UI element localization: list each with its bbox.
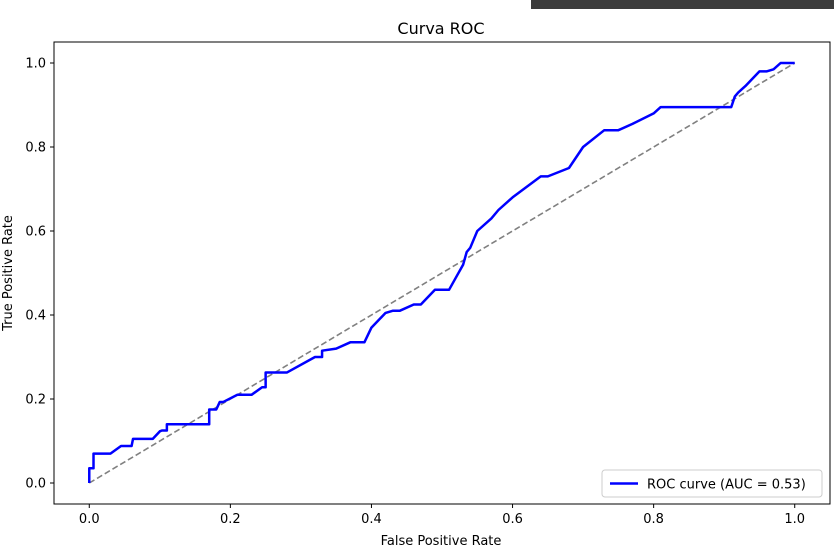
- x-tick-label: 0.4: [361, 512, 382, 527]
- x-tick-label: 0.2: [220, 512, 241, 527]
- y-tick-label: 1.0: [25, 57, 46, 72]
- window-bar: [531, 0, 834, 9]
- legend-label: ROC curve (AUC = 0.53): [647, 478, 806, 493]
- x-tick-label: 0.6: [502, 512, 523, 527]
- x-axis-label: False Positive Rate: [381, 534, 502, 549]
- series-layer: [88, 61, 796, 484]
- y-tick-label: 0.8: [25, 141, 46, 156]
- y-tick-label: 0.4: [25, 309, 46, 324]
- x-tick-label: 0.8: [643, 512, 664, 527]
- x-tick-label: 1.0: [784, 512, 805, 527]
- y-tick-label: 0.2: [25, 393, 46, 408]
- y-axis-label: True Positive Rate: [1, 215, 16, 332]
- legend-box: [601, 469, 823, 498]
- y-tick-label: 0.6: [25, 225, 46, 240]
- x-tick-label: 0.0: [79, 512, 100, 527]
- roc-curve-line: [88, 61, 795, 483]
- legend: ROC curve (AUC = 0.53): [601, 469, 823, 498]
- plot-frame: [53, 41, 831, 505]
- axis-ticks: 0.0 0.2 0.4 0.6 0.8 1.0 0.0 0.2 0.4 0.6 0.8 1.0: [25, 57, 805, 528]
- diagonal-reference-line: [88, 62, 796, 484]
- y-tick-label: 0.0: [25, 477, 46, 492]
- chart-title: Curva ROC: [397, 19, 484, 38]
